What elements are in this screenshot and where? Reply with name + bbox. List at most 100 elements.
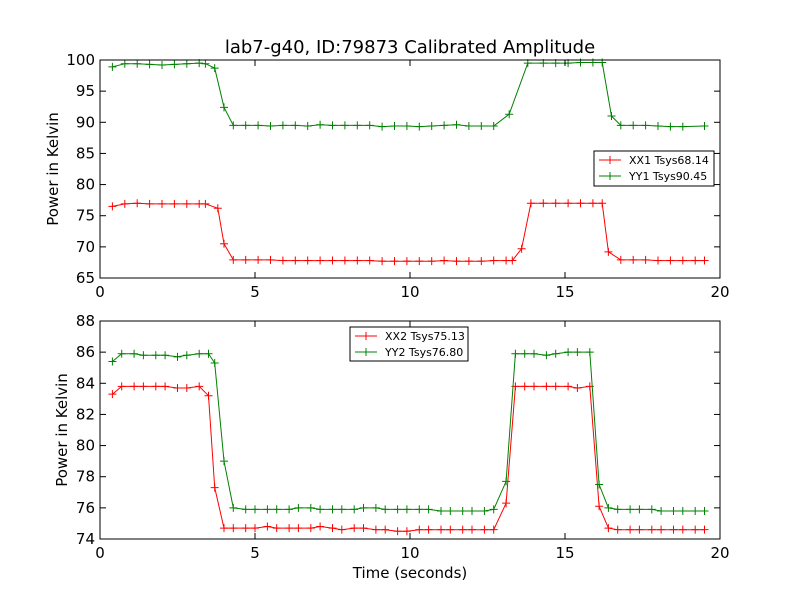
bottom-data-point-xx2 xyxy=(393,527,402,536)
bottom-y-tick-label: 82 xyxy=(76,405,95,423)
bottom-data-point-xx2 xyxy=(306,524,315,533)
top-data-point-yy1 xyxy=(340,121,349,130)
bottom-data-point-yy2 xyxy=(328,505,337,514)
chart-title: lab7-g40, ID:79873 Calibrated Amplitude xyxy=(225,37,595,58)
top-data-point-yy1 xyxy=(241,121,250,130)
bottom-data-point-xx2 xyxy=(480,525,489,534)
top-data-point-yy1 xyxy=(229,121,238,130)
bottom-subplot: Time (seconds) Power in Kelvin 0 5 10 15 20 7… xyxy=(53,312,730,582)
top-data-point-yy1 xyxy=(678,122,687,131)
bottom-series-layer xyxy=(108,348,709,536)
top-data-point-xx1 xyxy=(328,256,337,265)
bottom-data-point-xx2 xyxy=(604,524,613,533)
bottom-data-point-yy2 xyxy=(657,506,666,515)
top-data-point-xx1 xyxy=(365,256,374,265)
bottom-tick-layer: 0 5 10 15 20 74 76 78 80 82 84 86 88 xyxy=(76,312,730,562)
bottom-data-point-yy2 xyxy=(402,505,411,514)
top-data-point-xx1 xyxy=(415,257,424,266)
bottom-data-point-xx2 xyxy=(130,382,139,391)
top-data-point-xx1 xyxy=(629,255,638,264)
bottom-data-point-xx2 xyxy=(263,522,272,531)
bottom-data-point-xx2 xyxy=(328,524,337,533)
bottom-data-point-yy2 xyxy=(108,357,117,366)
bottom-data-point-xx2 xyxy=(182,383,191,392)
top-y-tick-label: 80 xyxy=(76,176,95,194)
top-y-tick-label: 65 xyxy=(76,269,95,287)
top-data-point-xx1 xyxy=(213,204,222,213)
bottom-data-point-xx2 xyxy=(595,502,604,511)
top-data-point-xx1 xyxy=(390,257,399,266)
bottom-data-point-yy2 xyxy=(468,506,476,515)
bottom-data-point-yy2 xyxy=(195,349,204,358)
bottom-x-tick-label: 0 xyxy=(95,544,105,562)
top-data-point-yy1 xyxy=(291,121,300,130)
top-data-point-yy1 xyxy=(666,122,675,131)
top-data-point-yy1 xyxy=(353,121,362,130)
top-legend-marker-xx1 xyxy=(606,156,614,164)
bottom-data-point-xx2 xyxy=(117,382,126,391)
bottom-data-point-yy2 xyxy=(530,349,538,358)
bottom-data-point-yy2 xyxy=(139,351,148,360)
bottom-data-point-xx2 xyxy=(316,522,325,531)
bottom-data-point-xx2 xyxy=(272,524,281,533)
top-data-point-yy1 xyxy=(654,122,662,131)
bottom-data-point-xx2 xyxy=(402,527,411,536)
top-data-point-xx1 xyxy=(588,199,597,208)
top-y-tick-label: 100 xyxy=(66,51,95,69)
bottom-data-point-xx2 xyxy=(530,382,538,391)
top-data-point-xx1 xyxy=(616,255,625,264)
bottom-data-point-xx2 xyxy=(424,525,433,534)
top-data-point-xx1 xyxy=(576,199,585,208)
bottom-data-point-yy2 xyxy=(316,505,325,514)
bottom-legend-label-yy2: YY2 Tsys76.80 xyxy=(384,346,463,359)
bottom-data-point-yy2 xyxy=(251,505,259,514)
bottom-data-point-xx2 xyxy=(678,525,687,534)
bottom-data-point-yy2 xyxy=(458,506,467,515)
bottom-data-point-yy2 xyxy=(263,505,272,514)
top-data-point-yy1 xyxy=(641,121,650,130)
top-data-point-xx1 xyxy=(598,199,607,208)
top-data-point-xx1 xyxy=(353,256,362,265)
bottom-data-point-xx2 xyxy=(691,525,700,534)
top-axes-frame xyxy=(99,59,721,279)
bottom-data-point-xx2 xyxy=(647,525,656,534)
bottom-data-point-xx2 xyxy=(657,525,666,534)
bottom-data-point-xx2 xyxy=(551,382,560,391)
bottom-data-point-xx2 xyxy=(468,525,476,534)
bottom-data-point-yy2 xyxy=(359,503,368,512)
top-data-point-xx1 xyxy=(641,255,650,264)
top-series-layer xyxy=(108,58,709,266)
bottom-y-axis-label: Power in Kelvin xyxy=(53,373,71,487)
top-data-point-xx1 xyxy=(266,255,275,264)
top-data-point-yy1 xyxy=(120,59,129,68)
bottom-data-point-yy2 xyxy=(595,480,604,489)
top-data-point-xx1 xyxy=(564,199,573,208)
bottom-data-point-yy2 xyxy=(551,349,560,358)
bottom-data-point-xx2 xyxy=(669,525,678,534)
top-data-point-yy1 xyxy=(145,60,154,69)
bottom-x-axis-label: Time (seconds) xyxy=(352,564,468,582)
top-data-point-yy1 xyxy=(440,121,449,130)
top-y-tick-label: 70 xyxy=(76,238,95,256)
bottom-data-point-xx2 xyxy=(415,525,424,534)
top-data-point-xx1 xyxy=(303,256,312,265)
top-x-tick-label: 10 xyxy=(400,283,419,301)
bottom-data-point-yy2 xyxy=(511,349,520,358)
bottom-y-tick-label: 74 xyxy=(76,530,95,548)
top-data-point-xx1 xyxy=(120,199,129,208)
top-data-point-xx1 xyxy=(133,199,142,208)
bottom-data-point-xx2 xyxy=(151,382,160,391)
top-legend-box xyxy=(593,150,715,187)
top-data-point-xx1 xyxy=(526,199,535,208)
top-data-point-xx1 xyxy=(182,199,191,208)
bottom-data-point-yy2 xyxy=(520,349,529,358)
bottom-x-tick-label: 15 xyxy=(555,544,574,562)
bottom-data-point-xx2 xyxy=(204,391,213,400)
top-data-point-yy1 xyxy=(316,120,325,129)
bottom-data-point-xx2 xyxy=(381,525,390,534)
bottom-x-tick-label: 20 xyxy=(710,544,729,562)
bottom-data-point-yy2 xyxy=(182,351,191,360)
bottom-data-point-xx2 xyxy=(359,524,368,533)
bottom-data-point-xx2 xyxy=(446,525,455,534)
bottom-data-point-xx2 xyxy=(337,525,346,534)
